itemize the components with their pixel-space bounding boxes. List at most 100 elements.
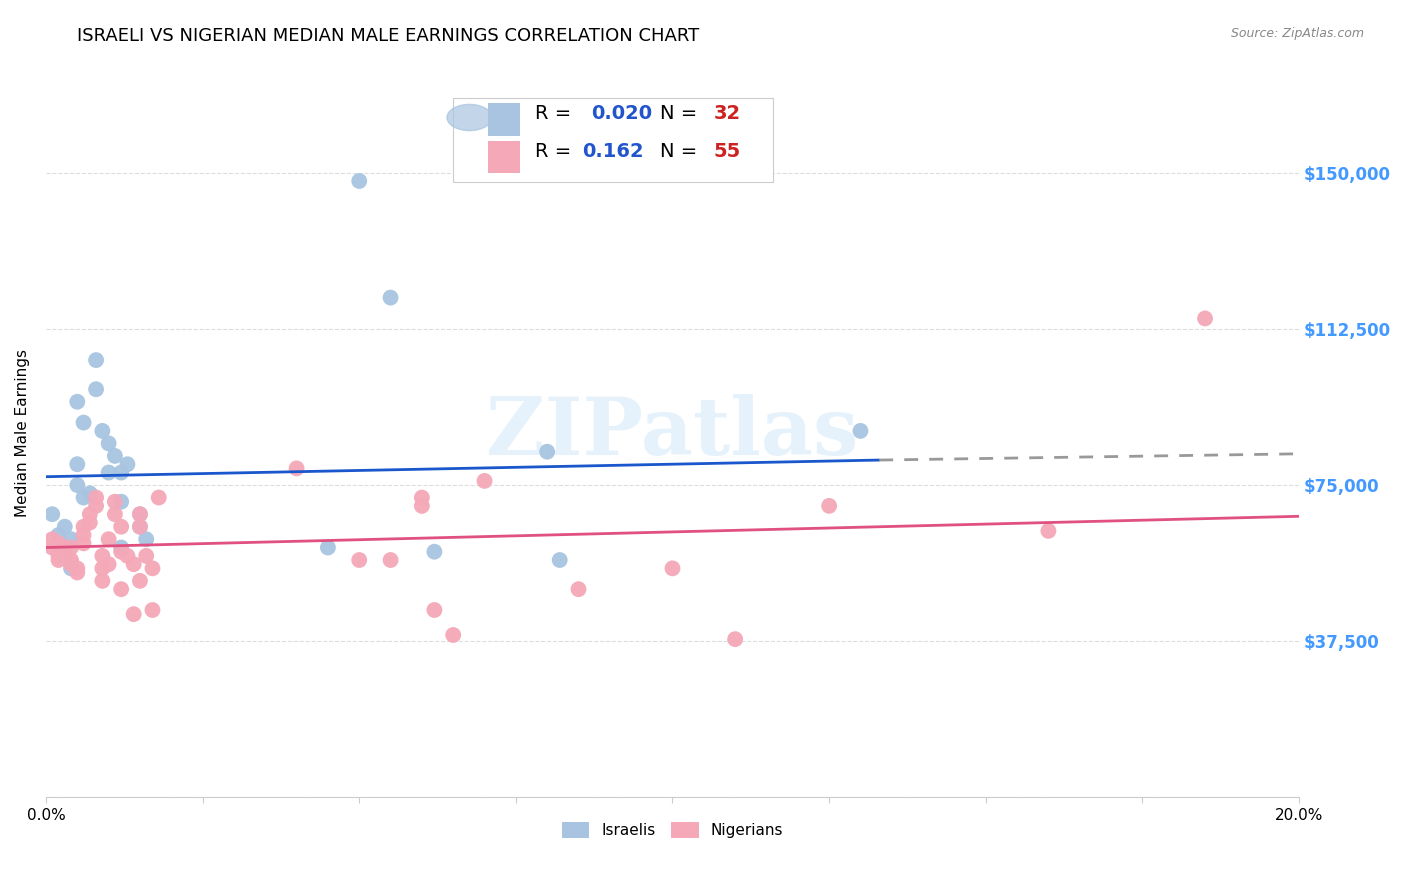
Point [117, 457, 139, 471]
Point [72, 519, 94, 533]
Point [849, 424, 872, 438]
Point [347, 174, 370, 188]
Point [104, 494, 127, 508]
Point [60, 561, 83, 575]
Point [1194, 311, 1216, 326]
Point [91, 549, 114, 563]
Point [84, 491, 107, 505]
Point [110, 544, 132, 558]
Point [441, 628, 464, 642]
Point [41, 541, 63, 555]
Point [84, 382, 107, 396]
Text: 55: 55 [714, 142, 741, 161]
Point [117, 549, 139, 563]
Point [48, 544, 70, 558]
Point [97, 436, 120, 450]
Point [97, 466, 120, 480]
Point [79, 486, 101, 500]
Point [316, 541, 339, 555]
Point [53, 549, 76, 563]
Point [411, 499, 433, 513]
Point [41, 507, 63, 521]
Point [380, 553, 402, 567]
Point [104, 449, 127, 463]
Y-axis label: Median Male Earnings: Median Male Earnings [15, 349, 30, 517]
Point [423, 544, 446, 558]
Point [129, 574, 152, 588]
Point [79, 516, 101, 530]
Point [567, 582, 589, 597]
Text: 0.020: 0.020 [591, 104, 652, 123]
Text: 32: 32 [714, 104, 741, 123]
Point [110, 582, 132, 597]
Point [41, 532, 63, 546]
Point [84, 499, 107, 513]
Point [129, 519, 152, 533]
Point [91, 424, 114, 438]
Point [548, 553, 571, 567]
Point [122, 607, 145, 622]
Point [110, 466, 132, 480]
Point [129, 507, 152, 521]
Point [104, 507, 127, 521]
Point [661, 561, 683, 575]
Point [53, 519, 76, 533]
Text: N =: N = [659, 104, 703, 123]
Point [1038, 524, 1060, 538]
Point [135, 532, 157, 546]
Point [53, 549, 76, 563]
Point [122, 557, 145, 571]
Text: R =: R = [534, 104, 576, 123]
Point [53, 541, 76, 555]
Legend: Israelis, Nigerians: Israelis, Nigerians [555, 816, 789, 845]
Point [66, 394, 89, 409]
Point [91, 574, 114, 588]
Point [60, 541, 83, 555]
Point [48, 553, 70, 567]
Point [66, 566, 89, 580]
Point [48, 536, 70, 550]
Point [135, 549, 157, 563]
Point [53, 544, 76, 558]
Point [380, 291, 402, 305]
Point [141, 603, 163, 617]
Point [110, 519, 132, 533]
Point [72, 536, 94, 550]
Point [97, 557, 120, 571]
Point [423, 603, 446, 617]
Point [60, 557, 83, 571]
Point [536, 444, 558, 458]
Point [72, 491, 94, 505]
Point [347, 553, 370, 567]
Point [724, 632, 747, 647]
Point [48, 528, 70, 542]
Point [474, 474, 496, 488]
Point [129, 519, 152, 533]
Point [818, 499, 841, 513]
Point [110, 541, 132, 555]
Point [91, 561, 114, 575]
Point [66, 561, 89, 575]
Point [129, 507, 152, 521]
Point [110, 494, 132, 508]
Point [60, 553, 83, 567]
Point [72, 528, 94, 542]
Point [66, 457, 89, 471]
Point [66, 478, 89, 492]
Text: ZIPatlas: ZIPatlas [486, 394, 859, 472]
Text: N =: N = [659, 142, 703, 161]
Bar [488, 103, 520, 136]
Point [72, 416, 94, 430]
FancyBboxPatch shape [453, 98, 773, 181]
Point [148, 491, 170, 505]
Text: 0.162: 0.162 [582, 142, 644, 161]
Point [285, 461, 308, 475]
Point [79, 507, 101, 521]
Text: Source: ZipAtlas.com: Source: ZipAtlas.com [1230, 27, 1364, 40]
Text: R =: R = [534, 142, 576, 161]
Point [141, 561, 163, 575]
Point [48, 549, 70, 563]
Point [84, 353, 107, 368]
Point [60, 532, 83, 546]
Circle shape [447, 104, 492, 130]
